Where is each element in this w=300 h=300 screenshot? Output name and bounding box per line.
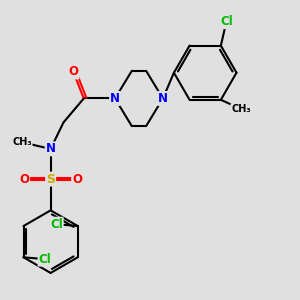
Text: O: O	[68, 65, 78, 79]
Text: O: O	[19, 172, 29, 186]
Text: S: S	[46, 172, 55, 186]
Text: N: N	[110, 92, 120, 105]
Text: O: O	[72, 172, 82, 186]
Text: CH₃: CH₃	[12, 137, 32, 147]
Text: CH₃: CH₃	[231, 104, 251, 114]
Text: N: N	[46, 142, 56, 155]
Text: Cl: Cl	[38, 253, 51, 266]
Text: Cl: Cl	[220, 15, 233, 28]
Text: Cl: Cl	[50, 218, 63, 231]
Text: N: N	[158, 92, 168, 105]
